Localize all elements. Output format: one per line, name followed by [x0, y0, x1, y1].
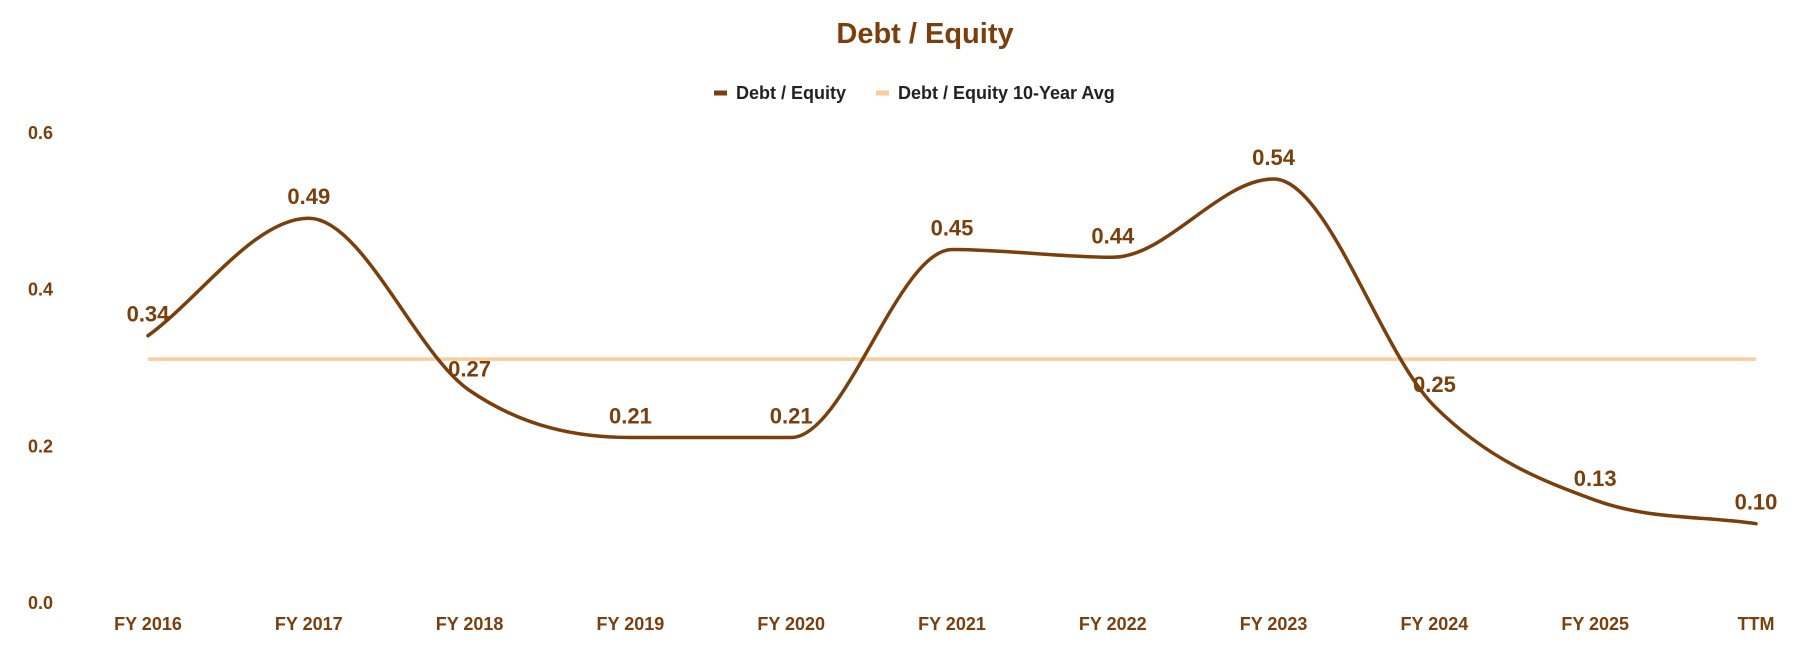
x-tick-label: FY 2020 — [757, 614, 825, 634]
data-label: 0.54 — [1252, 145, 1296, 170]
x-tick-label: FY 2021 — [918, 614, 986, 634]
y-tick-label: 0.2 — [28, 436, 53, 456]
x-tick-label: FY 2019 — [597, 614, 665, 634]
x-tick-label: FY 2022 — [1079, 614, 1147, 634]
data-label: 0.21 — [770, 404, 813, 429]
data-label: 0.21 — [609, 404, 652, 429]
data-label: 0.34 — [127, 302, 171, 327]
data-label: 0.13 — [1574, 466, 1617, 491]
x-tick-label: FY 2016 — [114, 614, 182, 634]
data-label: 0.49 — [287, 184, 330, 209]
legend-label-debt-equity: Debt / Equity — [736, 83, 846, 103]
legend: Debt / Equity Debt / Equity 10-Year Avg — [714, 83, 1115, 103]
debt-equity-series — [146, 177, 1758, 526]
data-label: 0.44 — [1091, 223, 1135, 248]
y-tick-label: 0.6 — [28, 123, 53, 143]
y-axis: 0.0 0.2 0.4 0.6 — [28, 123, 53, 613]
legend-label-ten-year-avg: Debt / Equity 10-Year Avg — [898, 83, 1115, 103]
x-tick-label: TTM — [1738, 614, 1775, 634]
data-labels: 0.34 0.49 0.27 0.21 0.21 0.45 0.44 0.54 0.25 0.13… — [127, 145, 1778, 515]
data-label: 0.27 — [448, 357, 491, 382]
debt-equity-line — [146, 177, 1758, 526]
x-tick-label: FY 2024 — [1401, 614, 1469, 634]
y-tick-label: 0.4 — [28, 280, 53, 300]
data-label: 0.45 — [931, 216, 974, 241]
x-tick-label: FY 2018 — [436, 614, 504, 634]
x-axis: FY 2016 FY 2017 FY 2018 FY 2019 FY 2020 FY 20… — [114, 614, 1774, 634]
x-tick-label: FY 2023 — [1240, 614, 1308, 634]
x-tick-label: FY 2025 — [1561, 614, 1629, 634]
data-label: 0.25 — [1413, 372, 1456, 397]
data-label: 0.10 — [1735, 490, 1778, 515]
chart-title: Debt / Equity — [836, 18, 1013, 50]
x-tick-label: FY 2017 — [275, 614, 343, 634]
y-tick-label: 0.0 — [28, 593, 53, 613]
